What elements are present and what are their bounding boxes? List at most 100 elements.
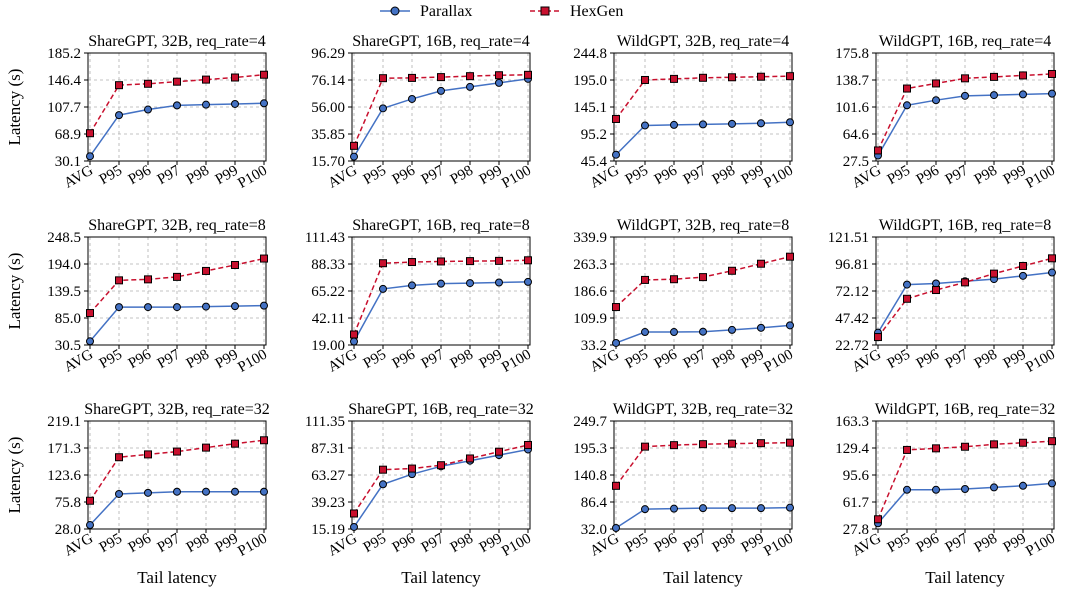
data-point-hexgen <box>86 309 94 318</box>
data-point-hexgen <box>1019 261 1027 270</box>
data-point-hexgen <box>932 79 940 88</box>
x-tick-label: P100 <box>235 531 270 560</box>
data-point-hexgen <box>757 439 765 448</box>
x-tick-label: P96 <box>914 530 943 556</box>
data-point-hexgen <box>495 447 503 456</box>
y-tick-label: 39.23 <box>311 495 345 511</box>
data-point-parallax <box>990 483 998 492</box>
x-tick-label: P100 <box>499 163 534 192</box>
x-tick-label: P95 <box>623 347 651 373</box>
data-point-parallax <box>757 323 765 332</box>
y-tick-label: 30.1 <box>55 154 81 170</box>
panel-4: ShareGPT, 32B, req_rate=8 30.5 85.0 139.5 19… <box>47 217 270 376</box>
y-tick-label: 47.42 <box>835 311 869 327</box>
x-tick-label: P99 <box>1001 347 1029 373</box>
data-point-hexgen <box>990 72 998 81</box>
x-tick-label: P98 <box>972 531 1000 557</box>
data-point-parallax <box>612 150 620 159</box>
data-point-parallax <box>202 100 210 109</box>
panel-2: WildGPT, 32B, req_rate=4 45.4 95.2 145.1 195… <box>573 33 796 192</box>
data-point-hexgen <box>524 440 532 449</box>
data-point-hexgen <box>757 259 765 268</box>
data-point-parallax <box>466 82 474 91</box>
x-tick-label: P96 <box>390 346 419 372</box>
data-point-hexgen <box>260 70 268 79</box>
x-tick-label: P95 <box>885 531 913 557</box>
data-point-hexgen <box>728 266 736 275</box>
data-point-parallax <box>379 104 387 113</box>
data-point-hexgen <box>874 515 882 524</box>
data-point-hexgen <box>903 84 911 93</box>
data-point-hexgen <box>641 442 649 451</box>
x-tick-label: P96 <box>652 530 681 556</box>
x-tick-label: P96 <box>390 530 419 556</box>
data-point-parallax <box>379 284 387 293</box>
data-point-parallax <box>144 303 152 312</box>
x-tick-label: P95 <box>623 531 651 557</box>
data-point-hexgen <box>408 258 416 267</box>
plot-frame <box>875 52 1055 162</box>
data-point-hexgen <box>932 286 940 295</box>
x-tick-label: P100 <box>235 347 270 376</box>
data-point-hexgen <box>612 481 620 490</box>
y-tick-label: 171.3 <box>47 441 81 457</box>
plot-frame <box>87 52 267 162</box>
y-tick-label: 194.0 <box>47 257 81 273</box>
data-point-hexgen <box>786 72 794 81</box>
panel-3: WildGPT, 16B, req_rate=4 27.5 64.6 101.6 138… <box>835 33 1058 192</box>
y-tick-label: 96.81 <box>835 257 869 273</box>
data-point-hexgen <box>961 278 969 287</box>
data-point-parallax <box>115 489 123 498</box>
x-tick-label: P95 <box>361 163 389 189</box>
data-point-hexgen <box>173 272 181 281</box>
x-tick-label: P97 <box>419 162 448 188</box>
y-tick-label: 249.7 <box>573 414 607 430</box>
y-tick-label: 123.6 <box>47 468 81 484</box>
x-tick-label: P96 <box>126 346 155 372</box>
data-point-hexgen <box>260 436 268 445</box>
data-point-parallax <box>524 277 532 286</box>
data-point-hexgen <box>144 275 152 284</box>
y-tick-label: 87.31 <box>311 441 345 457</box>
x-axis-label: Tail latency <box>401 568 481 587</box>
data-point-hexgen <box>932 444 940 453</box>
plot-frame <box>875 420 1055 530</box>
x-tick-label: P100 <box>1023 531 1058 560</box>
data-point-hexgen <box>728 73 736 82</box>
panel-title: ShareGPT, 16B, req_rate=8 <box>352 217 530 234</box>
x-tick-label: P96 <box>652 162 681 188</box>
data-point-parallax <box>144 105 152 114</box>
data-point-parallax <box>86 521 94 530</box>
data-point-parallax <box>173 487 181 496</box>
data-point-hexgen <box>641 75 649 84</box>
data-point-parallax <box>786 118 794 127</box>
x-tick-label: P97 <box>155 346 184 372</box>
data-point-hexgen <box>786 438 794 447</box>
data-point-hexgen <box>699 440 707 449</box>
x-tick-label: P96 <box>390 162 419 188</box>
x-tick-label: P99 <box>213 347 241 373</box>
data-point-parallax <box>932 485 940 494</box>
y-tick-label: 186.6 <box>573 284 607 300</box>
data-point-hexgen <box>466 257 474 266</box>
x-tick-label: P99 <box>213 163 241 189</box>
x-tick-label: P95 <box>623 163 651 189</box>
data-point-hexgen <box>990 440 998 449</box>
data-point-parallax <box>408 94 416 103</box>
data-point-parallax <box>961 91 969 100</box>
plot-frame <box>87 236 267 346</box>
data-point-hexgen <box>961 74 969 83</box>
data-point-hexgen <box>874 146 882 155</box>
axis-labels: Latency (s) Latency (s) Latency (s) Tail la… <box>5 69 1005 587</box>
data-point-parallax <box>173 101 181 110</box>
data-point-parallax <box>1019 271 1027 280</box>
y-tick-label: 146.4 <box>47 73 81 89</box>
data-point-hexgen <box>231 260 239 269</box>
data-point-hexgen <box>1048 69 1056 78</box>
x-tick-label: P95 <box>97 163 125 189</box>
x-tick-label: P98 <box>710 347 738 373</box>
y-tick-label: 56.00 <box>311 100 345 116</box>
y-tick-label: 30.5 <box>55 338 81 354</box>
x-tick-label: P100 <box>1023 163 1058 192</box>
data-point-hexgen <box>115 276 123 285</box>
